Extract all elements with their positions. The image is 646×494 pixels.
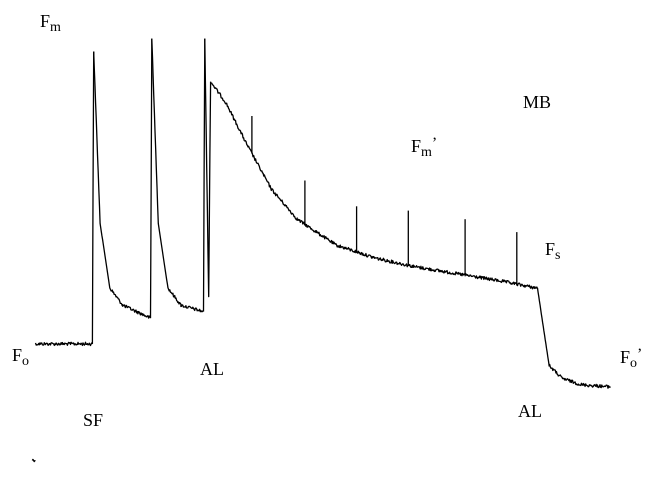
label-fo-prime-mark: ’ bbox=[637, 346, 643, 363]
trace-segment bbox=[31, 458, 36, 463]
label-mb: MB bbox=[523, 92, 552, 112]
label-fo-main: F bbox=[12, 345, 23, 365]
trace-segment bbox=[149, 38, 153, 319]
label-fs-sub: s bbox=[555, 248, 561, 263]
label-fs-main: F bbox=[545, 239, 556, 259]
label-fo-prime: Fo’ bbox=[620, 346, 643, 371]
label-fm-sub: m bbox=[50, 20, 61, 35]
label-al-first: AL bbox=[200, 359, 224, 379]
spike-group bbox=[251, 116, 518, 285]
label-al-second: AL bbox=[518, 401, 542, 421]
trace-segment bbox=[204, 38, 212, 298]
trace-segment bbox=[91, 51, 95, 344]
label-fo: Fo bbox=[12, 345, 29, 369]
label-fm-prime-main: F bbox=[411, 136, 422, 156]
label-fm-prime-mark: ’ bbox=[431, 135, 438, 152]
trace-segment bbox=[210, 82, 537, 290]
label-fo-sub: o bbox=[22, 354, 30, 369]
trace-segment bbox=[151, 38, 204, 313]
trace-segment bbox=[536, 287, 611, 389]
trace-group bbox=[31, 38, 611, 463]
trace-segment bbox=[535, 286, 539, 289]
label-fm-main: F bbox=[40, 11, 51, 31]
label-fm-prime-sub: m bbox=[421, 145, 432, 160]
label-sf: SF bbox=[83, 410, 104, 430]
trace-segment bbox=[202, 38, 206, 312]
label-fm-prime: Fm’ bbox=[411, 135, 438, 160]
label-fo-prime-main: F bbox=[620, 347, 631, 367]
label-fm: Fm bbox=[40, 11, 61, 35]
trace-segment bbox=[34, 341, 93, 347]
trace-segment bbox=[93, 51, 152, 319]
label-fo-prime-sub: o bbox=[630, 356, 638, 371]
label-fs: Fs bbox=[545, 239, 560, 263]
